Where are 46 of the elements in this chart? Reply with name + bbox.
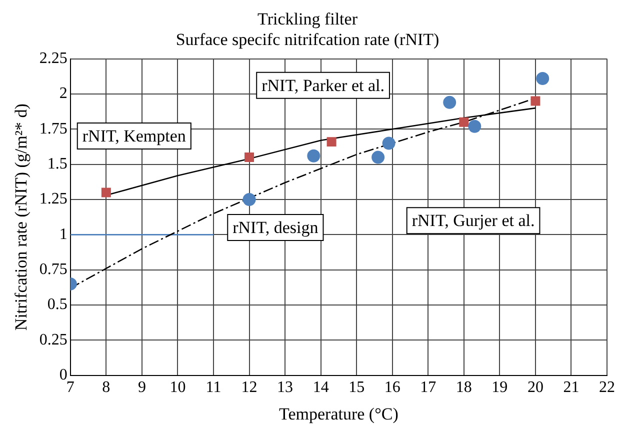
y-axis-title: Nitrifcation rate (rNIT) (g/m²* d) xyxy=(12,104,31,331)
y-tick-label: 2 xyxy=(59,85,68,102)
x-tick-label: 8 xyxy=(102,379,110,396)
point xyxy=(459,117,469,127)
annotation: rNIT, design xyxy=(232,218,319,238)
x-tick-label: 12 xyxy=(241,379,258,396)
point xyxy=(242,193,256,206)
y-tick-label: 2.25 xyxy=(39,50,68,68)
x-tick-label: 20 xyxy=(527,379,544,396)
point xyxy=(326,137,336,147)
x-tick-label: 9 xyxy=(138,379,146,396)
x-tick-label: 18 xyxy=(456,379,472,396)
point xyxy=(443,96,456,109)
point xyxy=(372,150,385,164)
point xyxy=(244,152,254,162)
y-tick-label: 0.25 xyxy=(39,331,68,348)
point xyxy=(536,72,550,85)
x-tick-label: 7 xyxy=(66,379,74,396)
point xyxy=(307,149,320,162)
point xyxy=(468,120,482,133)
point xyxy=(101,188,111,198)
x-tick-label: 19 xyxy=(492,379,508,396)
chart-subtitle: Surface specifc nitrifcation rate (rNIT) xyxy=(176,30,440,50)
y-tick-label: 1.5 xyxy=(47,156,68,173)
annotation: rNIT, Kempten xyxy=(82,126,186,146)
x-tick-label: 16 xyxy=(384,379,400,396)
y-tick-label: 1.25 xyxy=(39,190,68,208)
annotation: rNIT, Parker et al. xyxy=(262,76,384,95)
x-tick-label: 15 xyxy=(348,379,365,396)
x-axis-title: Temperature (°C) xyxy=(279,404,398,424)
x-tick-label: 21 xyxy=(563,379,580,396)
y-tick-label: 1.75 xyxy=(39,120,68,138)
y-tick-label: 0.5 xyxy=(47,296,68,314)
x-tick-label: 14 xyxy=(312,379,329,396)
y-tick-label: 1 xyxy=(59,226,68,243)
chart-title: Trickling filter xyxy=(258,10,358,29)
y-tick-label: 0.75 xyxy=(39,261,68,278)
x-tick-label: 13 xyxy=(277,379,294,396)
x-tick-label: 10 xyxy=(170,379,186,396)
point xyxy=(530,96,540,106)
x-tick-label: 22 xyxy=(599,379,615,396)
x-tick-label: 11 xyxy=(206,379,222,396)
x-tick-label: 17 xyxy=(420,379,436,396)
y-tick-label: 0 xyxy=(59,366,68,384)
annotation: rNIT, Gurjer et al. xyxy=(412,211,535,230)
point xyxy=(382,136,396,150)
